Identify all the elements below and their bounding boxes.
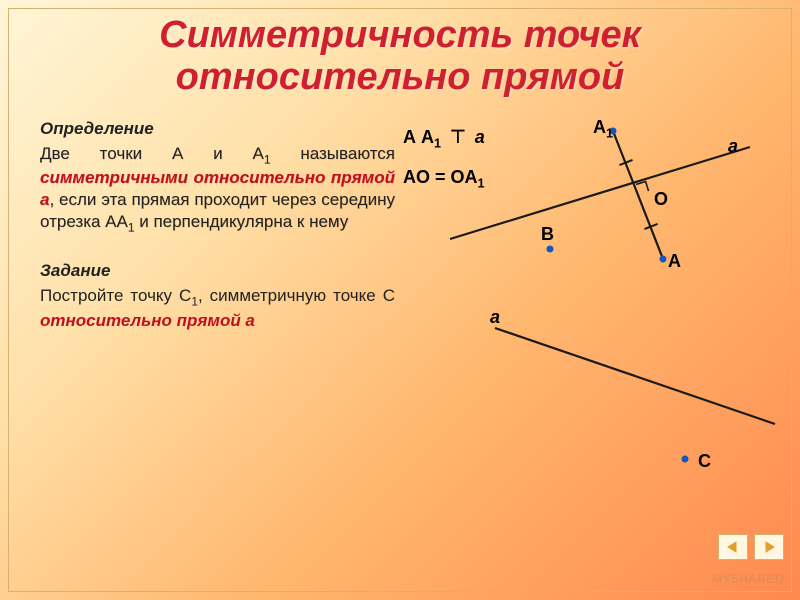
task-heading: Задание [40,261,395,281]
label-a-bottom: a [490,307,500,328]
diagram-top [445,119,765,289]
label-C: С [698,451,711,472]
task-body: Постройте точку С1, симметричную точке С… [40,285,395,331]
label-A: А [668,251,681,272]
label-B: В [541,224,554,245]
definition-heading: Определение [40,119,395,139]
watermark: MYSHARED [712,572,784,586]
label-A1: А1 [593,117,613,141]
label-O: O [654,189,668,210]
arrow-left-icon [724,540,742,554]
diagram-bottom [485,314,785,474]
arrow-right-icon [760,540,778,554]
nav-next-button[interactable] [754,534,784,560]
nav-prev-button[interactable] [718,534,748,560]
label-a-top: a [728,136,738,157]
title-line2: относительно прямой [0,57,800,99]
definition-body: Две точки А и А1 называются симметричным… [40,143,395,236]
title-line1: Симметричность точек [0,15,800,57]
